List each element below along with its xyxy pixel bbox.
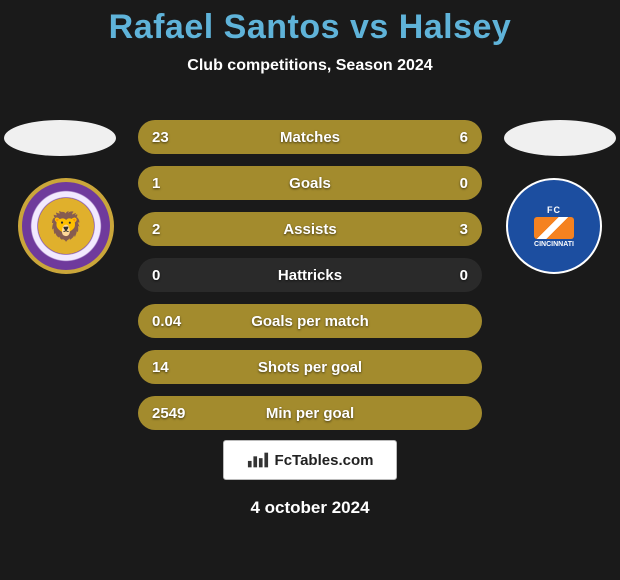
stat-value-right: 3 bbox=[460, 212, 468, 246]
stat-value-right: 6 bbox=[460, 120, 468, 154]
stat-row: 2Assists3 bbox=[138, 212, 482, 246]
player-left-avatar bbox=[4, 120, 116, 156]
stats-container: 23Matches61Goals02Assists30Hattricks00.0… bbox=[138, 120, 482, 442]
stat-label: Assists bbox=[138, 212, 482, 246]
player-right-avatar bbox=[504, 120, 616, 156]
lion-icon: 🦁 bbox=[38, 198, 94, 254]
crest-right-city: CINCINNATI bbox=[534, 241, 574, 248]
brand-badge[interactable]: FcTables.com bbox=[223, 440, 397, 480]
stat-value-right: 0 bbox=[460, 258, 468, 292]
stat-row: 14Shots per goal bbox=[138, 350, 482, 384]
stat-row: 1Goals0 bbox=[138, 166, 482, 200]
winged-lion-icon bbox=[534, 217, 574, 239]
club-crest-left: 🦁 bbox=[18, 178, 114, 274]
page-title: Rafael Santos vs Halsey bbox=[0, 0, 620, 47]
stat-row: 0Hattricks0 bbox=[138, 258, 482, 292]
stat-value-right: 0 bbox=[460, 166, 468, 200]
stat-label: Matches bbox=[138, 120, 482, 154]
club-crest-right: FC CINCINNATI bbox=[506, 178, 602, 274]
stat-label: Goals bbox=[138, 166, 482, 200]
bar-chart-icon bbox=[247, 451, 269, 469]
stat-row: 2549Min per goal bbox=[138, 396, 482, 430]
stat-label: Goals per match bbox=[138, 304, 482, 338]
stat-row: 23Matches6 bbox=[138, 120, 482, 154]
footer-date: 4 october 2024 bbox=[0, 498, 620, 518]
stat-row: 0.04Goals per match bbox=[138, 304, 482, 338]
stat-label: Shots per goal bbox=[138, 350, 482, 384]
crest-right-fc: FC bbox=[547, 205, 561, 215]
brand-text: FcTables.com bbox=[275, 452, 374, 469]
stat-label: Min per goal bbox=[138, 396, 482, 430]
page-subtitle: Club competitions, Season 2024 bbox=[0, 57, 620, 75]
stat-label: Hattricks bbox=[138, 258, 482, 292]
